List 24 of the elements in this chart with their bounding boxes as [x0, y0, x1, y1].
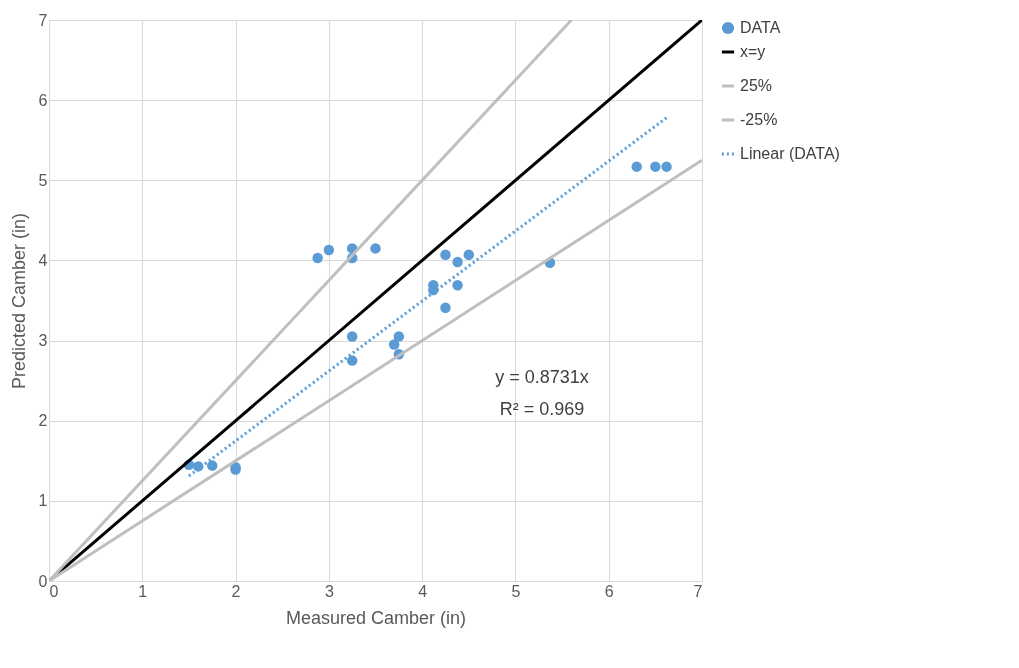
x-axis-title: Measured Camber (in): [285, 607, 467, 628]
y-tick-label: 1: [38, 492, 48, 510]
annotation: y = 0.8731x: [495, 367, 589, 387]
x-tick-label: 2: [231, 582, 241, 600]
legend-label: Linear (DATA): [740, 145, 840, 162]
x-tick-label: 7: [693, 582, 703, 600]
y-tick-label: 2: [38, 412, 48, 430]
y-tick-label: 3: [38, 332, 48, 350]
x-tick-label: 3: [324, 582, 334, 600]
legend-label: DATA: [740, 19, 781, 36]
y-axis-title: Predicted Camber (in): [8, 212, 29, 390]
legend-label: x=y: [740, 43, 766, 60]
legend-label: 25%: [740, 77, 773, 94]
x-tick-label: 1: [138, 582, 148, 600]
y-tick-label: 5: [38, 171, 48, 189]
legend-label: -25%: [740, 111, 778, 128]
x-tick-label: 6: [604, 582, 614, 600]
y-tick-label: 6: [38, 91, 48, 109]
x-tick-label: 5: [511, 582, 521, 600]
y-tick-label: 4: [38, 251, 48, 269]
annotation: R² = 0.969: [499, 399, 585, 419]
y-tick-label: 7: [38, 11, 48, 29]
x-tick-label: 4: [418, 582, 428, 600]
x-tick-label: 0: [49, 582, 59, 600]
